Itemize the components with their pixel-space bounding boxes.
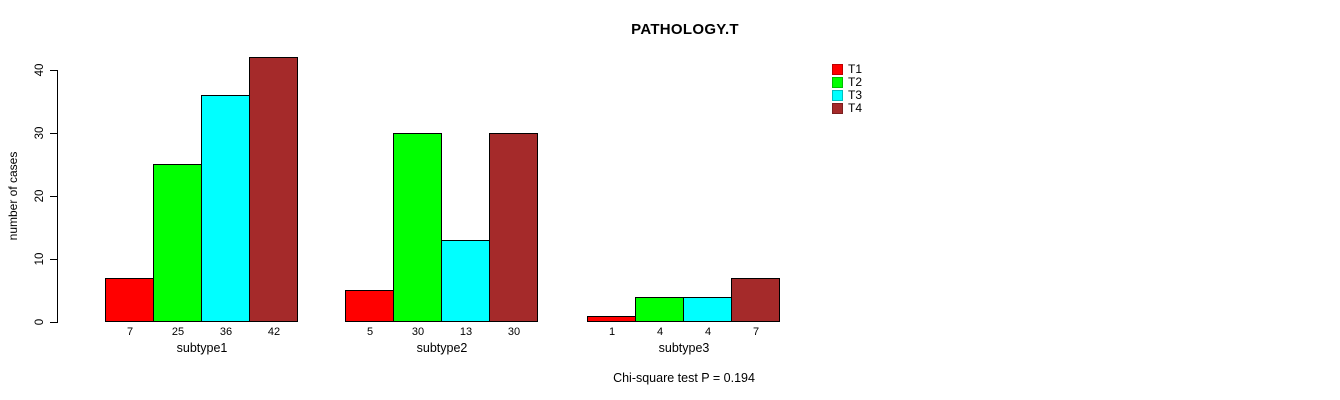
y-axis-label: number of cases	[6, 151, 20, 241]
category-label-subtype1: subtype1	[176, 341, 228, 355]
legend-item-t2: T2	[832, 76, 862, 89]
chart-title: PATHOLOGY.T	[631, 21, 739, 38]
bar-t4-subtype2	[489, 133, 538, 322]
legend-item-t4: T4	[832, 102, 862, 115]
legend-label: T4	[848, 101, 863, 115]
bar-value-label: 5	[366, 326, 374, 338]
legend-item-t3: T3	[832, 89, 862, 102]
bar-t3-subtype1	[201, 95, 250, 322]
y-tick-label: 40	[34, 63, 46, 77]
y-tick-label: 0	[34, 318, 46, 326]
bar-value-label: 42	[267, 326, 281, 338]
bar-value-label: 25	[171, 326, 185, 338]
y-tick-label: 10	[34, 252, 46, 266]
bar-value-label: 7	[126, 326, 134, 338]
bar-t1-subtype2	[345, 290, 394, 322]
bar-value-label: 13	[459, 326, 473, 338]
bar-value-label: 4	[704, 326, 712, 338]
y-axis-line	[57, 70, 58, 323]
legend-swatch-t1	[832, 64, 843, 75]
y-tick	[50, 259, 57, 260]
legend-label: T1	[848, 62, 863, 76]
legend-label: T3	[848, 88, 863, 102]
bar-t1-subtype3	[587, 316, 636, 322]
y-tick	[50, 322, 57, 323]
y-tick	[50, 196, 57, 197]
legend-label: T2	[848, 75, 863, 89]
y-tick-label: 20	[34, 189, 46, 203]
legend-swatch-t2	[832, 77, 843, 88]
bar-value-label: 30	[507, 326, 521, 338]
y-tick-label: 30	[34, 126, 46, 140]
legend-swatch-t3	[832, 90, 843, 101]
bar-t4-subtype3	[731, 278, 780, 322]
legend: T1 T2 T3 T4	[832, 63, 862, 115]
chi-square-note: Chi-square test P = 0.194	[613, 371, 755, 385]
legend-swatch-t4	[832, 103, 843, 114]
bar-t3-subtype2	[441, 240, 490, 322]
y-tick	[50, 133, 57, 134]
bar-t2-subtype2	[393, 133, 442, 322]
category-label-subtype3: subtype3	[658, 341, 710, 355]
bar-t1-subtype1	[105, 278, 154, 322]
bar-value-label: 4	[656, 326, 664, 338]
legend-item-t1: T1	[832, 63, 862, 76]
bar-t4-subtype1	[249, 57, 298, 322]
bar-value-label: 1	[608, 326, 616, 338]
bar-t2-subtype3	[635, 297, 684, 322]
bar-value-label: 36	[219, 326, 233, 338]
bar-t2-subtype1	[153, 164, 202, 322]
bar-value-label: 30	[411, 326, 425, 338]
bar-value-label: 7	[752, 326, 760, 338]
y-tick	[50, 70, 57, 71]
bar-t3-subtype3	[683, 297, 732, 322]
category-label-subtype2: subtype2	[416, 341, 468, 355]
